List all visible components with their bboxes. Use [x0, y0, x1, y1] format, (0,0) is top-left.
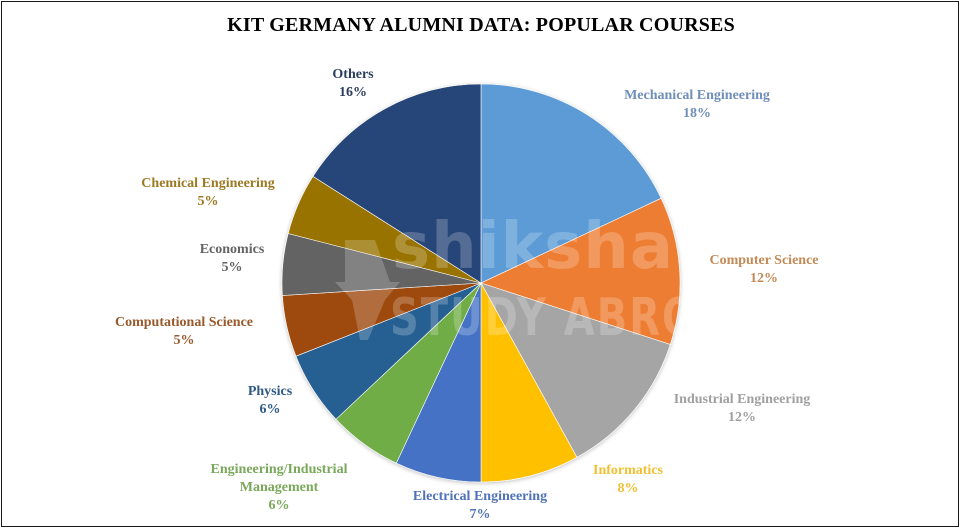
label-pct: 6% — [259, 402, 281, 417]
slice-computer-science — [480, 197, 681, 345]
label-pct: 7% — [469, 507, 491, 522]
label-name: Physics — [247, 384, 293, 399]
label-pct: 5% — [197, 194, 219, 209]
watermark-plane-icon — [335, 240, 400, 340]
label-electrical-engineering: Electrical Engineering 7% — [413, 488, 547, 524]
label-name-line1: Engineering/Industrial — [210, 462, 348, 477]
label-mechanical-engineering: Mechanical Engineering 18% — [624, 87, 770, 123]
chart-title: KIT GERMANY ALUMNI DATA: POPULAR COURSES — [227, 14, 735, 36]
label-computer-science: Computer Science 12% — [710, 252, 819, 288]
label-chemical-engineering: Chemical Engineering 5% — [141, 175, 274, 211]
label-industrial-engineering: Industrial Engineering 12% — [674, 391, 811, 427]
label-name: Industrial Engineering — [673, 392, 811, 407]
label-informatics: Informatics 8% — [593, 462, 663, 498]
label-pct: 18% — [682, 106, 711, 121]
label-name: Computer Science — [709, 253, 819, 268]
label-name: Others — [332, 67, 374, 82]
label-name: Chemical Engineering — [141, 176, 275, 191]
label-pct: 5% — [173, 333, 195, 348]
label-pct: 5% — [221, 260, 243, 275]
label-name: Economics — [199, 242, 265, 257]
slice-industrial-engineering — [480, 282, 671, 458]
label-pct: 16% — [339, 85, 367, 100]
label-pct: 12% — [750, 271, 778, 286]
slice-others — [312, 83, 482, 284]
label-pct: 12% — [728, 410, 756, 425]
label-name: Mechanical Engineering — [624, 88, 770, 103]
label-computational-science: Computational Science 5% — [115, 314, 253, 350]
slice-mechanical-engineering — [480, 83, 662, 284]
slice-informatics — [480, 282, 578, 483]
label-others: Others 16% — [332, 66, 373, 102]
label-name: Computational Science — [114, 315, 254, 330]
label-engineering-industrial-management: Engineering/Industrial Management 6% — [211, 461, 348, 515]
label-name: Informatics — [593, 463, 663, 478]
label-name-line2: Management — [239, 480, 319, 495]
label-economics: Economics 5% — [200, 241, 265, 277]
label-physics: Physics 6% — [248, 383, 292, 419]
label-pct: 8% — [617, 481, 639, 496]
label-name: Electrical Engineering — [412, 489, 548, 504]
label-pct: 6% — [268, 498, 290, 513]
